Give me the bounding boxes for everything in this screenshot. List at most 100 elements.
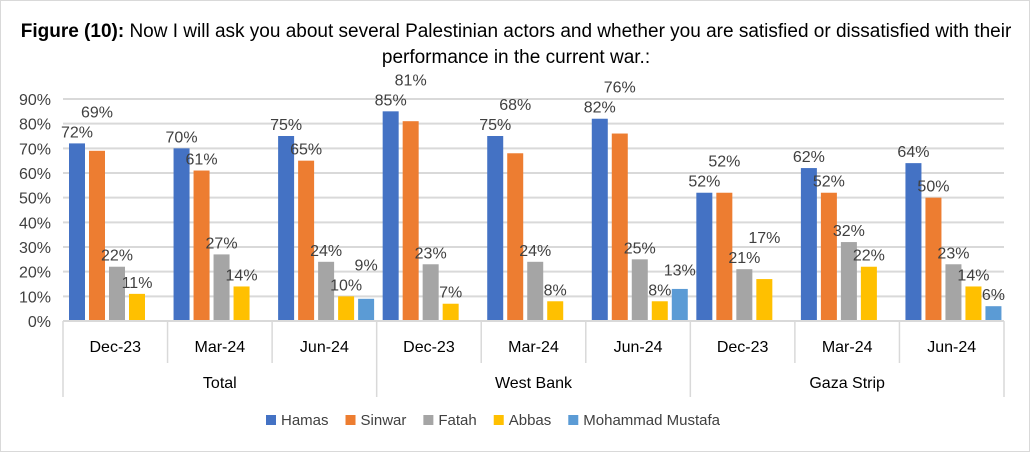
bar-fatah	[840, 242, 857, 321]
bar-hamas	[905, 163, 922, 321]
data-label: 32%	[833, 223, 865, 240]
data-label: 23%	[937, 245, 969, 262]
bar-fatah	[422, 264, 439, 321]
data-label: 64%	[897, 144, 929, 161]
data-label: 22%	[853, 248, 885, 265]
bar-fatah	[736, 269, 753, 321]
x-tick-label: Dec-23	[403, 339, 455, 356]
bar-sinwar	[89, 150, 105, 321]
y-tick-label: 10%	[19, 289, 51, 306]
data-label: 24%	[519, 243, 551, 260]
data-label: 82%	[584, 100, 616, 117]
bar-hamas	[487, 136, 504, 321]
bar-abbas	[756, 279, 773, 321]
bar-abbas	[129, 293, 145, 321]
data-label: 27%	[206, 235, 238, 252]
data-label: 6%	[982, 287, 1005, 304]
bar-hamas	[696, 192, 713, 321]
data-label: 17%	[748, 230, 780, 247]
data-label: 62%	[793, 149, 825, 166]
bar-abbas	[965, 286, 982, 321]
bar-hamas	[800, 168, 817, 321]
data-label: 75%	[270, 117, 302, 134]
data-label: 72%	[61, 124, 93, 141]
data-label: 85%	[375, 92, 407, 109]
data-label: 65%	[290, 142, 322, 159]
chart-title: Figure (10): Now I will ask you about se…	[1, 19, 1030, 71]
bar-sinwar	[820, 192, 837, 321]
bar-fatah	[213, 254, 230, 321]
legend-label: Sinwar	[361, 412, 407, 429]
bar-sinwar	[507, 153, 524, 321]
data-label: 10%	[330, 277, 362, 294]
chart-title-text: Now I will ask you about several Palesti…	[124, 21, 1012, 68]
x-tick-label: Jun-24	[300, 339, 349, 356]
bar-sinwar	[716, 192, 733, 321]
data-label: 13%	[664, 262, 696, 279]
chart-title-bold: Figure (10):	[20, 21, 125, 42]
bar-abbas	[547, 301, 564, 321]
y-tick-label: 70%	[19, 141, 51, 158]
data-label: 25%	[624, 240, 656, 257]
data-label: 68%	[499, 97, 531, 114]
bar-mohammad-mustafa	[985, 306, 1002, 321]
bar-abbas	[860, 266, 877, 321]
y-tick-label: 20%	[19, 265, 51, 282]
legend-swatch	[493, 415, 504, 425]
x-tick-label: Jun-24	[927, 339, 976, 356]
bar-sinwar	[611, 133, 628, 321]
data-label: 75%	[479, 117, 511, 134]
x-tick-label: Mar-24	[822, 339, 873, 356]
data-label: 61%	[186, 152, 218, 169]
data-label: 52%	[688, 174, 720, 191]
data-label: 9%	[355, 257, 378, 274]
group-label: Gaza Strip	[809, 375, 885, 392]
legend-swatch	[345, 415, 356, 425]
bar-sinwar	[298, 160, 315, 321]
bar-sinwar	[402, 121, 419, 321]
x-tick-label: Mar-24	[194, 339, 245, 356]
bar-hamas	[591, 118, 608, 321]
bar-sinwar	[193, 170, 210, 321]
bar-hamas	[69, 143, 85, 321]
legend-swatch	[266, 415, 276, 425]
data-label: 7%	[439, 285, 462, 302]
bar-fatah	[527, 261, 544, 321]
x-tick-label: Dec-23	[89, 339, 141, 356]
data-label: 69%	[81, 104, 113, 121]
group-label: Total	[203, 375, 237, 392]
data-label: 24%	[310, 243, 342, 260]
x-tick-label: Mar-24	[508, 339, 559, 356]
bar-fatah	[631, 259, 648, 321]
legend-label: Hamas	[281, 412, 329, 429]
data-label: 14%	[226, 267, 258, 284]
legend-label: Mohammad Mustafa	[583, 412, 720, 429]
legend-swatch	[568, 415, 579, 425]
bar-abbas	[442, 303, 459, 321]
y-tick-label: 90%	[19, 92, 51, 109]
y-tick-label: 0%	[28, 314, 51, 331]
data-label: 81%	[395, 72, 427, 89]
bar-hamas	[173, 148, 190, 321]
y-tick-label: 40%	[19, 215, 51, 232]
y-tick-label: 30%	[19, 240, 51, 257]
legend-swatch	[423, 415, 434, 425]
data-label: 23%	[415, 245, 447, 262]
bar-abbas	[233, 286, 250, 321]
bar-mohammad-mustafa	[671, 288, 688, 321]
data-label: 52%	[813, 174, 845, 191]
data-label: 70%	[166, 129, 198, 146]
data-label: 11%	[122, 275, 153, 292]
data-label: 76%	[604, 80, 636, 97]
bar-fatah	[945, 264, 962, 321]
data-label: 21%	[728, 250, 760, 267]
bar-sinwar	[925, 197, 942, 321]
data-label: 50%	[917, 179, 949, 196]
data-label: 8%	[544, 282, 567, 299]
data-label: 22%	[101, 248, 133, 265]
bar-fatah	[318, 261, 335, 321]
group-label: West Bank	[495, 375, 573, 392]
bar-hamas	[278, 136, 295, 321]
